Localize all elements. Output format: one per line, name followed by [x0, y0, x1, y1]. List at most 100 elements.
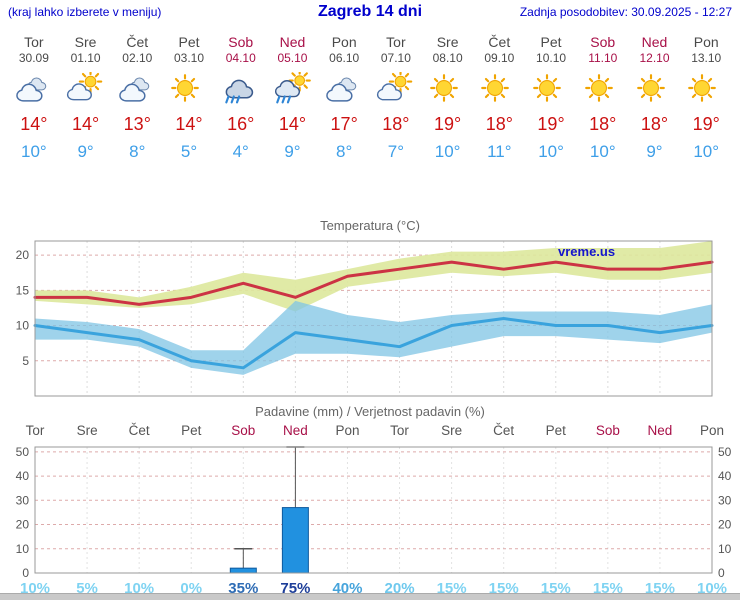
- day-date: 11.10: [588, 51, 618, 65]
- day-name: Tor: [24, 34, 44, 50]
- day-name: Ned: [641, 34, 668, 50]
- high-temperature: 19°: [537, 114, 565, 134]
- sunny-icon: [577, 72, 629, 104]
- location-menu-note: (kraj lahko izberete v meniju): [8, 5, 162, 19]
- forecast-day: Sre 01.10 14° 9°: [60, 34, 112, 172]
- sunny-icon: [163, 72, 215, 104]
- partly-cloudy-icon: [370, 72, 422, 104]
- precip-probability: 10%: [697, 580, 727, 597]
- precip-ytick-label: 20: [718, 518, 732, 532]
- forecast-day: Pet 03.10 14° 5°: [163, 34, 215, 172]
- high-temperature: 14°: [71, 114, 100, 134]
- forecast-day: Pon 13.10 19° 10°: [680, 34, 732, 172]
- precip-bar: [229, 567, 257, 574]
- low-temperature: 11°: [487, 142, 512, 161]
- low-temperature: 8°: [336, 142, 353, 161]
- precip-day-label: Sob: [231, 423, 255, 438]
- forecast-day: Ned 12.10 18° 9°: [629, 34, 681, 172]
- high-temperature: 18°: [589, 114, 617, 134]
- high-temperature: 18°: [640, 114, 669, 134]
- day-name: Pon: [331, 34, 357, 50]
- header: (kraj lahko izberete v meniju) Zagreb 14…: [0, 0, 740, 26]
- precip-ytick-label: 0: [718, 566, 725, 580]
- precip-day-label: Pon: [700, 423, 724, 438]
- sunny-icon: [525, 72, 577, 104]
- precip-ytick-label: 50: [16, 445, 30, 459]
- day-name: Sre: [436, 34, 459, 50]
- day-name: Pet: [540, 34, 562, 50]
- precipitation-chart: Tor Sre Čet Pet Sob Ned Pon Tor Sre Čet Pet Sob Ned P…: [16, 423, 732, 597]
- precip-day-label: Sre: [77, 423, 98, 438]
- precip-ytick-label: 50: [718, 445, 732, 459]
- day-name: Sob: [590, 34, 616, 50]
- precip-ytick-label: 40: [16, 469, 30, 483]
- day-name: Ned: [279, 34, 306, 50]
- low-temperature: 10°: [434, 142, 461, 161]
- precip-chart-title: Padavine (mm) / Verjetnost padavin (%): [255, 404, 485, 419]
- low-temperature: 10°: [589, 142, 616, 161]
- high-temperature: 14°: [175, 114, 203, 134]
- high-temperature: 18°: [382, 114, 410, 134]
- max-temp-line: [33, 260, 714, 306]
- precip-day-label: Sob: [596, 423, 620, 438]
- low-temperature: 9°: [77, 142, 94, 161]
- forecast-day: Pon 06.10 17° 8°: [318, 34, 370, 172]
- day-date: 10.10: [536, 51, 567, 65]
- precip-ytick-label: 30: [16, 493, 30, 507]
- precip-probability: 15%: [593, 580, 623, 597]
- day-name: Sob: [228, 34, 254, 50]
- day-date: 08.10: [432, 51, 463, 65]
- last-update: Zadnja posodobitev: 30.09.2025 - 12:27: [519, 5, 732, 19]
- high-temperature: 16°: [227, 114, 255, 134]
- day-name: Čet: [488, 34, 511, 50]
- forecast-strip: Tor 30.09 14° 10° Sre 01.10 14° 9° Čet 02.10 13° 8°…: [0, 26, 740, 172]
- sunny-icon: [629, 72, 681, 104]
- precip-day-label: Čet: [493, 423, 514, 438]
- min-temp-range: [35, 300, 712, 375]
- temp-ytick-label: 20: [16, 248, 30, 262]
- vreme-us-watermark[interactable]: vreme.us: [558, 244, 615, 259]
- temp-ytick-label: 5: [22, 354, 29, 368]
- high-temperature: 13°: [123, 114, 151, 134]
- day-date: 03.10: [174, 51, 205, 65]
- precip-probability: 0%: [180, 580, 202, 597]
- day-name: Tor: [386, 34, 406, 50]
- low-temperature: 8°: [129, 142, 146, 161]
- precip-probability: 15%: [437, 580, 467, 597]
- precip-day-label: Tor: [26, 423, 45, 438]
- cloudy-icon: [8, 72, 60, 104]
- forecast-day: Čet 09.10 18° 11°: [473, 34, 525, 172]
- forecast-day: Čet 02.10 13° 8°: [111, 34, 163, 172]
- sunny-icon: [422, 72, 474, 104]
- precip-ytick-label: 30: [718, 493, 732, 507]
- high-temperature: 14°: [20, 114, 48, 134]
- low-temperature: 10°: [693, 142, 720, 161]
- low-temperature: 4°: [232, 142, 249, 161]
- high-temperature: 19°: [692, 114, 720, 134]
- forecast-day: Sob 04.10 16° 4°: [215, 34, 267, 172]
- rain-sun-icon: [267, 72, 319, 104]
- cloudy-icon: [111, 72, 163, 104]
- bottom-scrollbar[interactable]: [0, 593, 740, 600]
- precip-probability: 5%: [76, 580, 98, 597]
- precip-ytick-label: 10: [16, 542, 30, 556]
- forecast-day: Tor 30.09 14° 10°: [8, 34, 60, 172]
- low-temperature: 9°: [284, 142, 301, 161]
- precip-day-label: Ned: [283, 423, 308, 438]
- precip-ytick-label: 0: [22, 566, 29, 580]
- rain-icon: [215, 72, 267, 104]
- temp-ytick-label: 10: [16, 319, 30, 333]
- precip-probability: 40%: [332, 580, 362, 597]
- forecast-day: Sob 11.10 18° 10°: [577, 34, 629, 172]
- precip-ytick-label: 10: [718, 542, 732, 556]
- day-name: Sre: [74, 34, 97, 50]
- temp-ytick-label: 15: [16, 283, 30, 297]
- high-temperature: 19°: [433, 114, 462, 134]
- precip-probability: 15%: [541, 580, 571, 597]
- day-name: Pon: [693, 34, 719, 50]
- precip-day-label: Tor: [390, 423, 409, 438]
- precip-probability: 15%: [489, 580, 519, 597]
- precip-probability: 10%: [20, 580, 50, 597]
- precip-probability: 20%: [385, 580, 415, 597]
- precip-day-label: Čet: [129, 423, 150, 438]
